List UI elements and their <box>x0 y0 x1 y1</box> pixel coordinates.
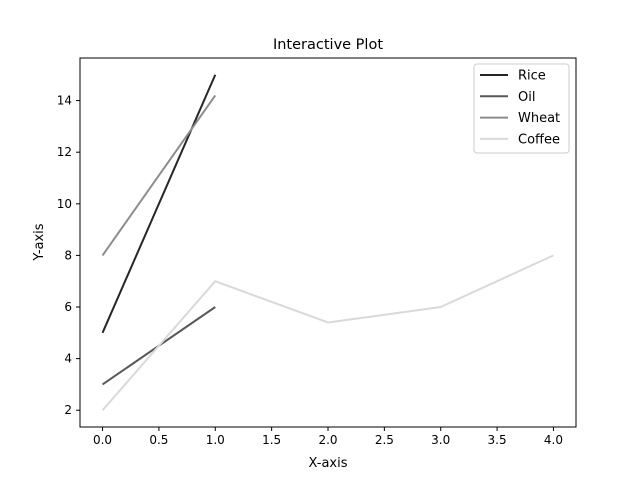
y-axis: 2 4 6 8 10 12 14 <box>57 94 80 417</box>
y-tick-label: 12 <box>57 145 72 159</box>
series-line-rice <box>101 74 217 334</box>
x-tick-label: 4.0 <box>544 433 563 447</box>
x-tick-label: 1.5 <box>262 433 281 447</box>
y-tick-label: 8 <box>64 248 72 262</box>
legend-frame <box>473 63 570 154</box>
x-tick-label: 1.0 <box>206 433 225 447</box>
y-tick-label: 14 <box>57 94 72 108</box>
y-tick-label: 2 <box>64 403 72 417</box>
x-axis: 0.0 0.5 1.0 1.5 2.0 2.5 3.0 3.5 4.0 <box>93 427 563 447</box>
y-tick-label: 6 <box>64 300 72 314</box>
x-axis-label: X-axis <box>309 456 348 471</box>
series-line-wheat <box>101 94 217 256</box>
x-tick-label: 2.5 <box>375 433 394 447</box>
y-axis-label: Y-axis <box>32 223 47 261</box>
legend: Rice Oil Wheat Coffee <box>473 63 570 154</box>
legend-label-oil: Oil <box>518 90 535 105</box>
plot-area <box>101 74 554 411</box>
x-tick-label: 2.0 <box>318 433 337 447</box>
legend-label-wheat: Wheat <box>518 111 560 126</box>
legend-label-coffee: Coffee <box>518 132 560 147</box>
y-tick-label: 10 <box>57 197 72 211</box>
legend-label-rice: Rice <box>518 69 546 84</box>
series-line-coffee <box>101 254 554 411</box>
x-tick-label: 0.5 <box>149 433 168 447</box>
y-tick-label: 4 <box>64 352 72 366</box>
x-tick-label: 3.0 <box>431 433 450 447</box>
x-tick-label: 3.5 <box>488 433 507 447</box>
chart-title: Interactive Plot <box>273 37 383 53</box>
x-tick-label: 0.0 <box>93 433 112 447</box>
